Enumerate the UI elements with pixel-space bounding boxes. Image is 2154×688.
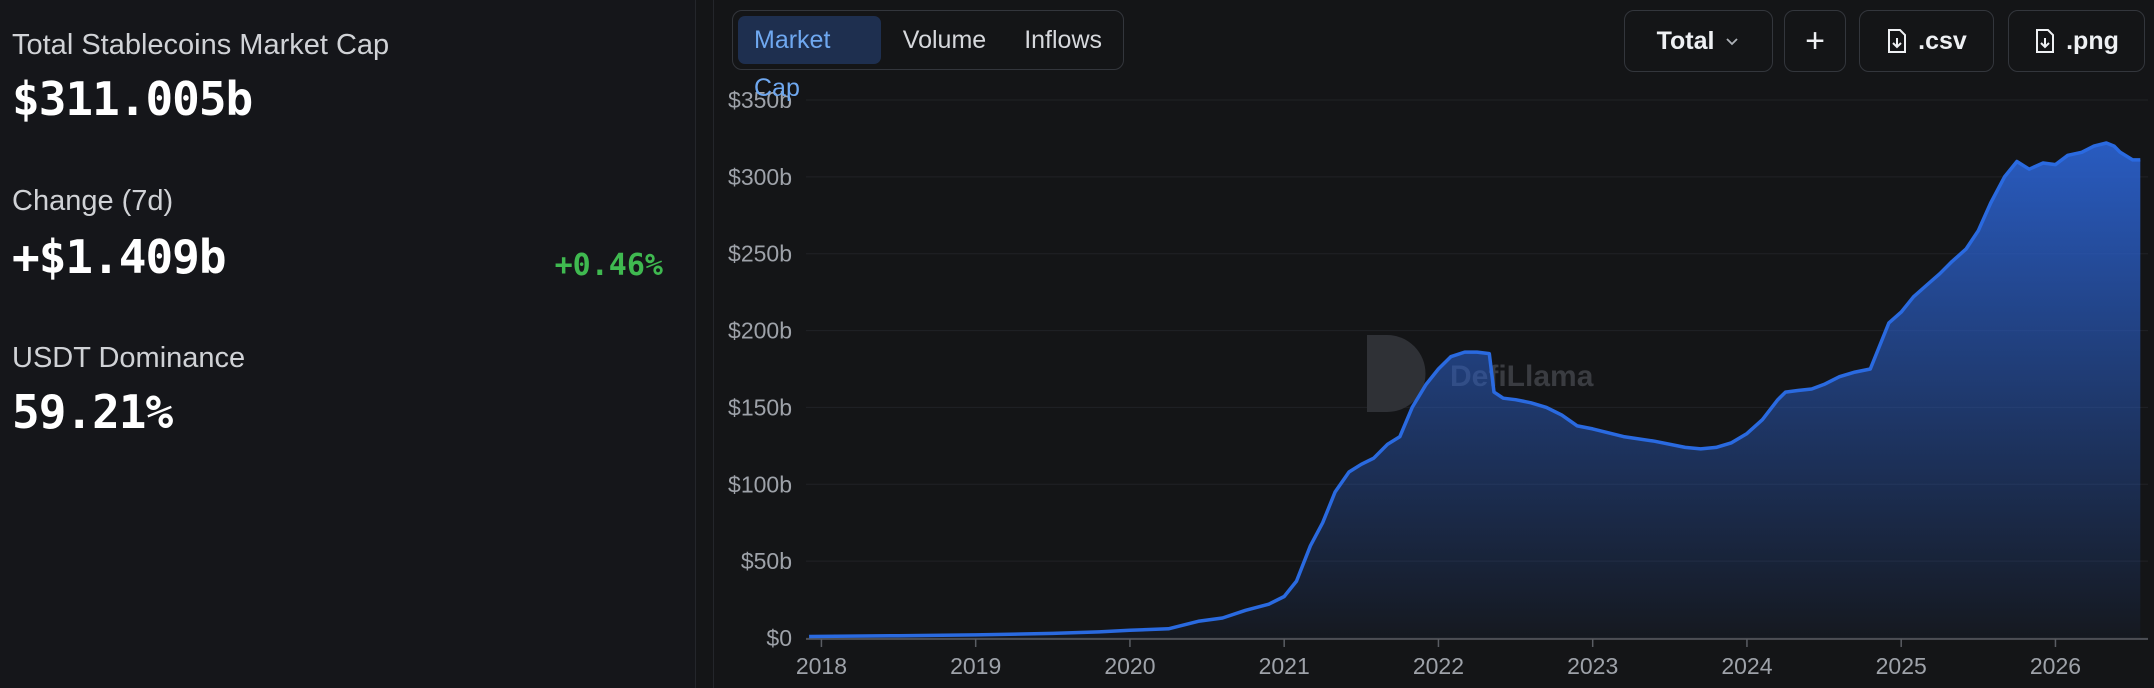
file-download-icon	[2036, 29, 2055, 53]
plus-icon: +	[1805, 21, 1825, 60]
market-cap-label: Total Stablecoins Market Cap	[12, 29, 390, 61]
y-tick-label: $100b	[728, 471, 792, 497]
change-label: Change (7d)	[12, 185, 174, 217]
y-tick-label: $150b	[728, 394, 792, 420]
add-button[interactable]: +	[1784, 10, 1846, 72]
y-tick-label: $50b	[741, 548, 792, 574]
x-tick-label: 2021	[1259, 653, 1310, 679]
x-tick-label: 2019	[950, 653, 1001, 679]
total-dropdown[interactable]: Total	[1624, 10, 1773, 72]
tab-volume[interactable]: Volume	[902, 26, 987, 54]
png-label: .png	[2066, 26, 2119, 55]
dominance-label: USDT Dominance	[12, 342, 246, 374]
change-percent-badge: +0.46%	[554, 248, 663, 283]
y-tick-label: $0	[766, 625, 792, 651]
x-axis: 2018 2019 2020 2021 2022 2023 2024 2025 2026	[796, 638, 2148, 679]
stats-panel: Total Stablecoins Market Cap $311.005b C…	[0, 0, 696, 688]
x-tick-label: 2022	[1413, 653, 1464, 679]
x-tick-label: 2018	[796, 653, 847, 679]
chart-panel: $0 $50b $100b $150b $200b $250b $300b $350b 201…	[713, 0, 2154, 688]
market-cap-area	[809, 143, 2141, 638]
y-tick-label: $350b	[728, 87, 792, 113]
llama-logo-icon	[1367, 335, 1426, 412]
file-download-icon	[1888, 29, 1907, 53]
market-cap-value: $311.005b	[12, 72, 253, 126]
x-tick-label: 2026	[2030, 653, 2081, 679]
dominance-value: 59.21%	[12, 385, 173, 439]
download-csv-button[interactable]: .csv	[1859, 10, 1994, 72]
y-tick-label: $250b	[728, 241, 792, 267]
y-tick-label: $300b	[728, 164, 792, 190]
change-value: +$1.409b	[12, 230, 227, 284]
y-tick-label: $200b	[728, 318, 792, 344]
download-png-button[interactable]: .png	[2008, 10, 2145, 72]
csv-label: .csv	[1918, 26, 1967, 55]
chevron-down-icon	[1726, 38, 1739, 46]
market-cap-line	[809, 141, 2141, 639]
x-tick-label: 2025	[1876, 653, 1927, 679]
x-tick-label: 2023	[1567, 653, 1618, 679]
x-tick-label: 2020	[1104, 653, 1155, 679]
total-dropdown-label: Total	[1656, 26, 1715, 55]
market-cap-chart: $0 $50b $100b $150b $200b $250b $300b $350b 201…	[728, 87, 2148, 679]
tab-market-cap[interactable]: Market Cap	[738, 16, 881, 102]
x-tick-label: 2024	[1721, 653, 1772, 679]
metric-tabs: Market Cap Volume Inflows	[732, 10, 1124, 102]
y-axis: $0 $50b $100b $150b $200b $250b $300b $350b	[728, 87, 792, 651]
tab-inflows[interactable]: Inflows	[1024, 26, 1102, 54]
